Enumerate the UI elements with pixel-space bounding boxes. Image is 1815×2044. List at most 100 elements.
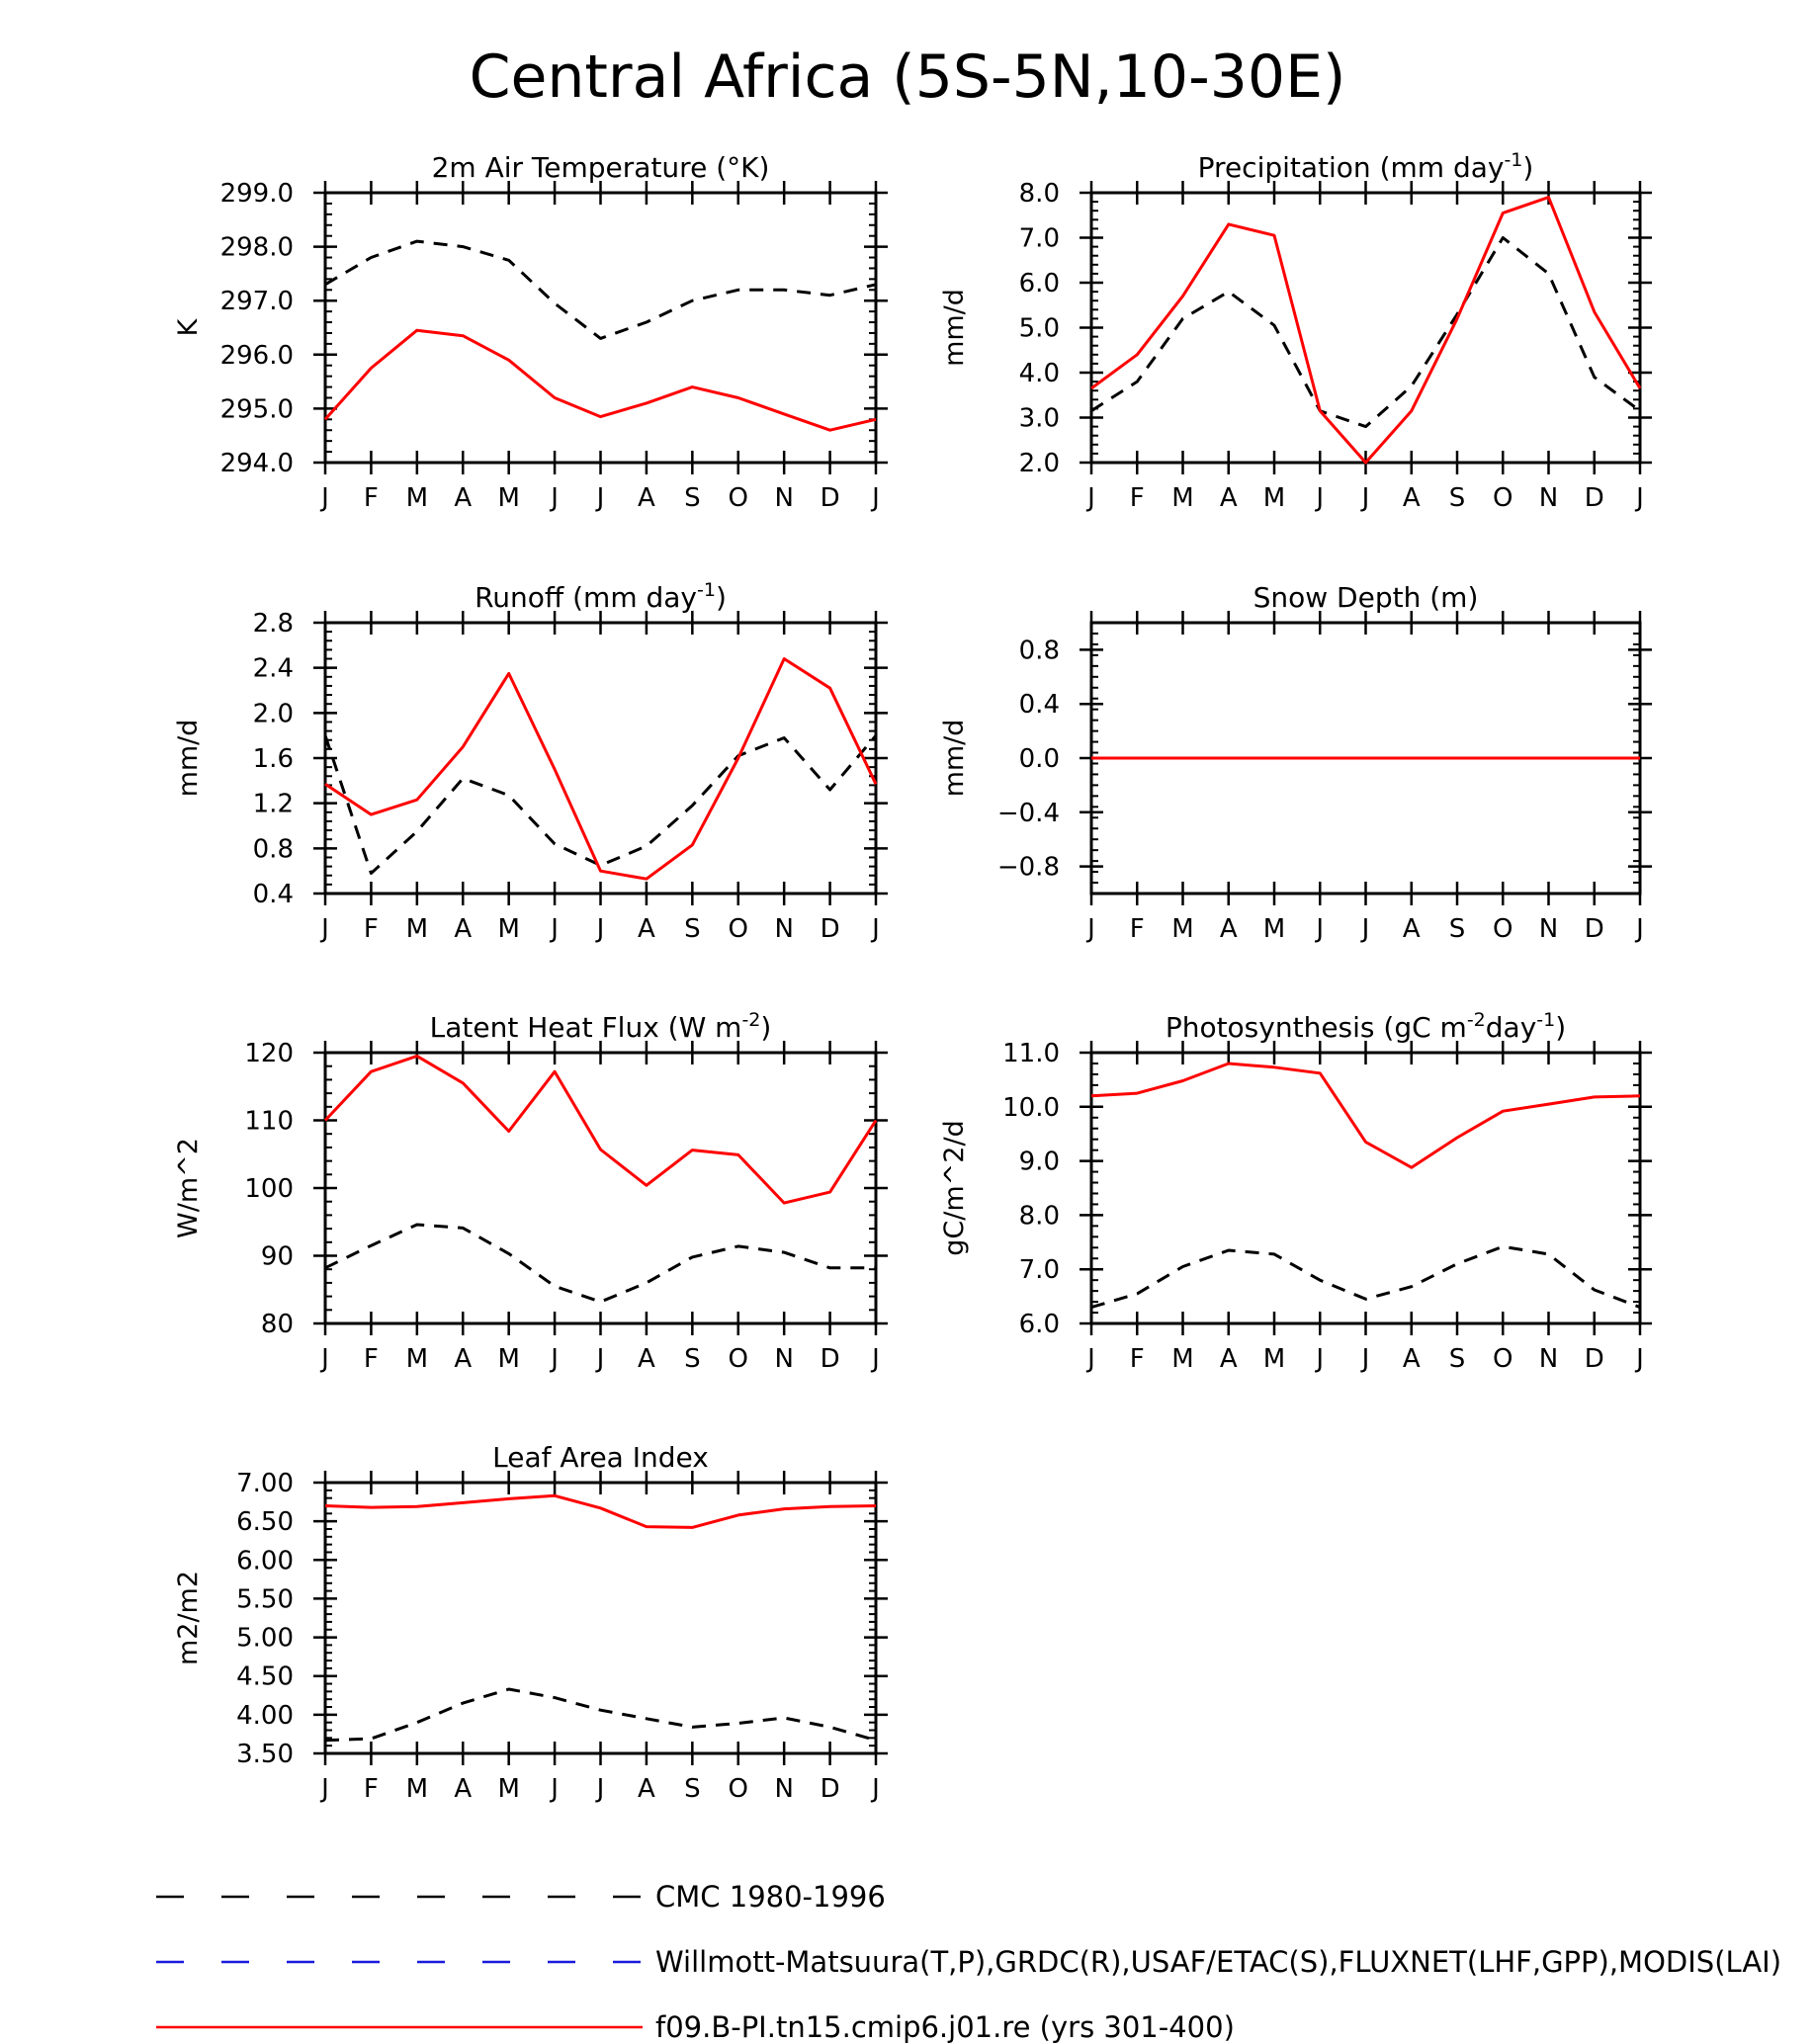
x-tick-label: F: [364, 914, 379, 944]
x-tick-label: A: [638, 1344, 655, 1374]
series-line-model: [324, 657, 878, 881]
x-tick-label: M: [1263, 483, 1285, 513]
plot-frame: [323, 1481, 878, 1755]
y-tick-label: 11.0: [1002, 1039, 1060, 1068]
y-axis-label: mm/d: [173, 720, 204, 798]
y-tick-label: 4.0: [1019, 359, 1060, 388]
y-tick-label: 5.00: [236, 1624, 294, 1654]
y-tick-label: 6.50: [236, 1507, 294, 1537]
chart-panel-2: J F M A M J J A S O N D J2.03.04.05.06.07.08.0Precip…: [939, 149, 1652, 513]
y-tick-label: 2.0: [253, 699, 294, 728]
x-tick-label: M: [497, 1344, 519, 1374]
y-tick-label: 5.0: [1019, 314, 1060, 344]
title-superscript: -2: [1467, 1009, 1486, 1031]
title-superscript: -1: [1536, 1009, 1555, 1031]
x-tick-label: A: [454, 914, 472, 944]
y-tick-label: 100: [244, 1174, 294, 1204]
x-tick-label: N: [774, 914, 793, 944]
plot-frame: [323, 1051, 878, 1325]
x-tick-label: J: [549, 483, 559, 513]
x-tick-label: J: [870, 483, 880, 513]
series-line-obs: [324, 1687, 877, 1743]
panels-group: J F M A M J J A S O N D J294.0295.0296.0297.0298.029…: [173, 149, 1652, 1804]
legend-label: f09.B-PI.tn15.cmip6.j01.re (yrs 301-400): [655, 2010, 1235, 2044]
x-tick-label: J: [1360, 1344, 1370, 1374]
y-axis-label: K: [173, 317, 204, 336]
x-tick-label: S: [1449, 483, 1466, 513]
x-tick-label: N: [1539, 1344, 1558, 1374]
x-tick-label: D: [821, 1774, 840, 1804]
y-tick-label: −0.8: [997, 853, 1060, 883]
x-tick-label: M: [497, 483, 519, 513]
x-tick-label: A: [454, 1774, 472, 1804]
x-tick-label: J: [549, 914, 559, 944]
x-tick-label: J: [1085, 1344, 1095, 1374]
y-tick-label: 0.4: [253, 880, 294, 909]
y-tick-label: 9.0: [1019, 1148, 1060, 1177]
series-line-model: [1090, 1062, 1641, 1169]
y-tick-label: 90: [261, 1242, 294, 1272]
x-tick-label: J: [319, 914, 329, 944]
x-tick-label: F: [1130, 1344, 1145, 1374]
x-tick-label: S: [684, 1774, 701, 1804]
y-tick-label: 299.0: [220, 179, 294, 209]
x-tick-label: D: [821, 483, 840, 513]
x-tick-label: J: [549, 1344, 559, 1374]
x-tick-label: J: [1360, 914, 1370, 944]
y-tick-label: 7.0: [1019, 224, 1060, 254]
title-part: ): [760, 1011, 771, 1044]
x-tick-label: M: [1171, 1344, 1193, 1374]
y-tick-label: 0.8: [253, 834, 294, 864]
x-tick-label: M: [497, 914, 519, 944]
x-tick-label: S: [1449, 914, 1466, 944]
y-tick-label: 4.50: [236, 1662, 294, 1692]
title-superscript: -2: [741, 1009, 760, 1031]
x-tick-label: A: [1220, 1344, 1238, 1374]
x-tick-label: J: [595, 1774, 605, 1804]
y-tick-label: 120: [244, 1039, 294, 1068]
y-tick-label: 6.00: [236, 1546, 294, 1576]
series-line-model: [323, 328, 877, 432]
x-tick-label: J: [549, 1774, 559, 1804]
y-tick-label: 0.0: [1019, 744, 1060, 774]
y-tick-label: 297.0: [220, 287, 294, 316]
y-tick-label: 6.0: [1019, 269, 1060, 298]
y-tick-label: 0.4: [1019, 690, 1060, 720]
x-tick-label: J: [1634, 914, 1644, 944]
x-tick-label: O: [1493, 914, 1512, 944]
x-tick-label: A: [1220, 483, 1238, 513]
y-tick-label: 2.8: [253, 609, 294, 639]
x-tick-label: J: [1314, 1344, 1324, 1374]
panel-title: Precipitation (mm day-1): [1198, 149, 1534, 184]
y-tick-label: 2.0: [1019, 449, 1060, 478]
x-tick-label: J: [1085, 483, 1095, 513]
legend-label: CMC 1980-1996: [655, 1880, 886, 1914]
y-tick-label: 7.00: [236, 1469, 294, 1498]
x-tick-label: D: [821, 914, 840, 944]
x-tick-label: S: [1449, 1344, 1466, 1374]
y-tick-label: 80: [261, 1310, 294, 1339]
x-tick-label: J: [870, 1344, 880, 1374]
x-tick-label: O: [1493, 1344, 1512, 1374]
x-tick-label: J: [1314, 483, 1324, 513]
x-tick-label: A: [454, 1344, 472, 1374]
y-tick-label: 296.0: [220, 341, 294, 371]
x-tick-label: F: [364, 1344, 379, 1374]
y-tick-label: 2.4: [253, 654, 294, 684]
y-tick-label: 8.0: [1019, 179, 1060, 209]
panel-title: Photosynthesis (gC m-2day-1): [1166, 1009, 1566, 1044]
series-line-obs: [1090, 1244, 1641, 1310]
x-tick-label: A: [1403, 483, 1421, 513]
x-tick-label: A: [1220, 914, 1238, 944]
x-tick-label: J: [1634, 483, 1644, 513]
x-tick-label: D: [821, 1344, 840, 1374]
y-tick-label: 3.50: [236, 1740, 294, 1769]
x-tick-label: A: [1403, 1344, 1421, 1374]
title-part: ): [1522, 151, 1533, 184]
x-tick-label: S: [684, 1344, 701, 1374]
x-tick-label: A: [1403, 914, 1421, 944]
x-tick-label: M: [1171, 483, 1193, 513]
